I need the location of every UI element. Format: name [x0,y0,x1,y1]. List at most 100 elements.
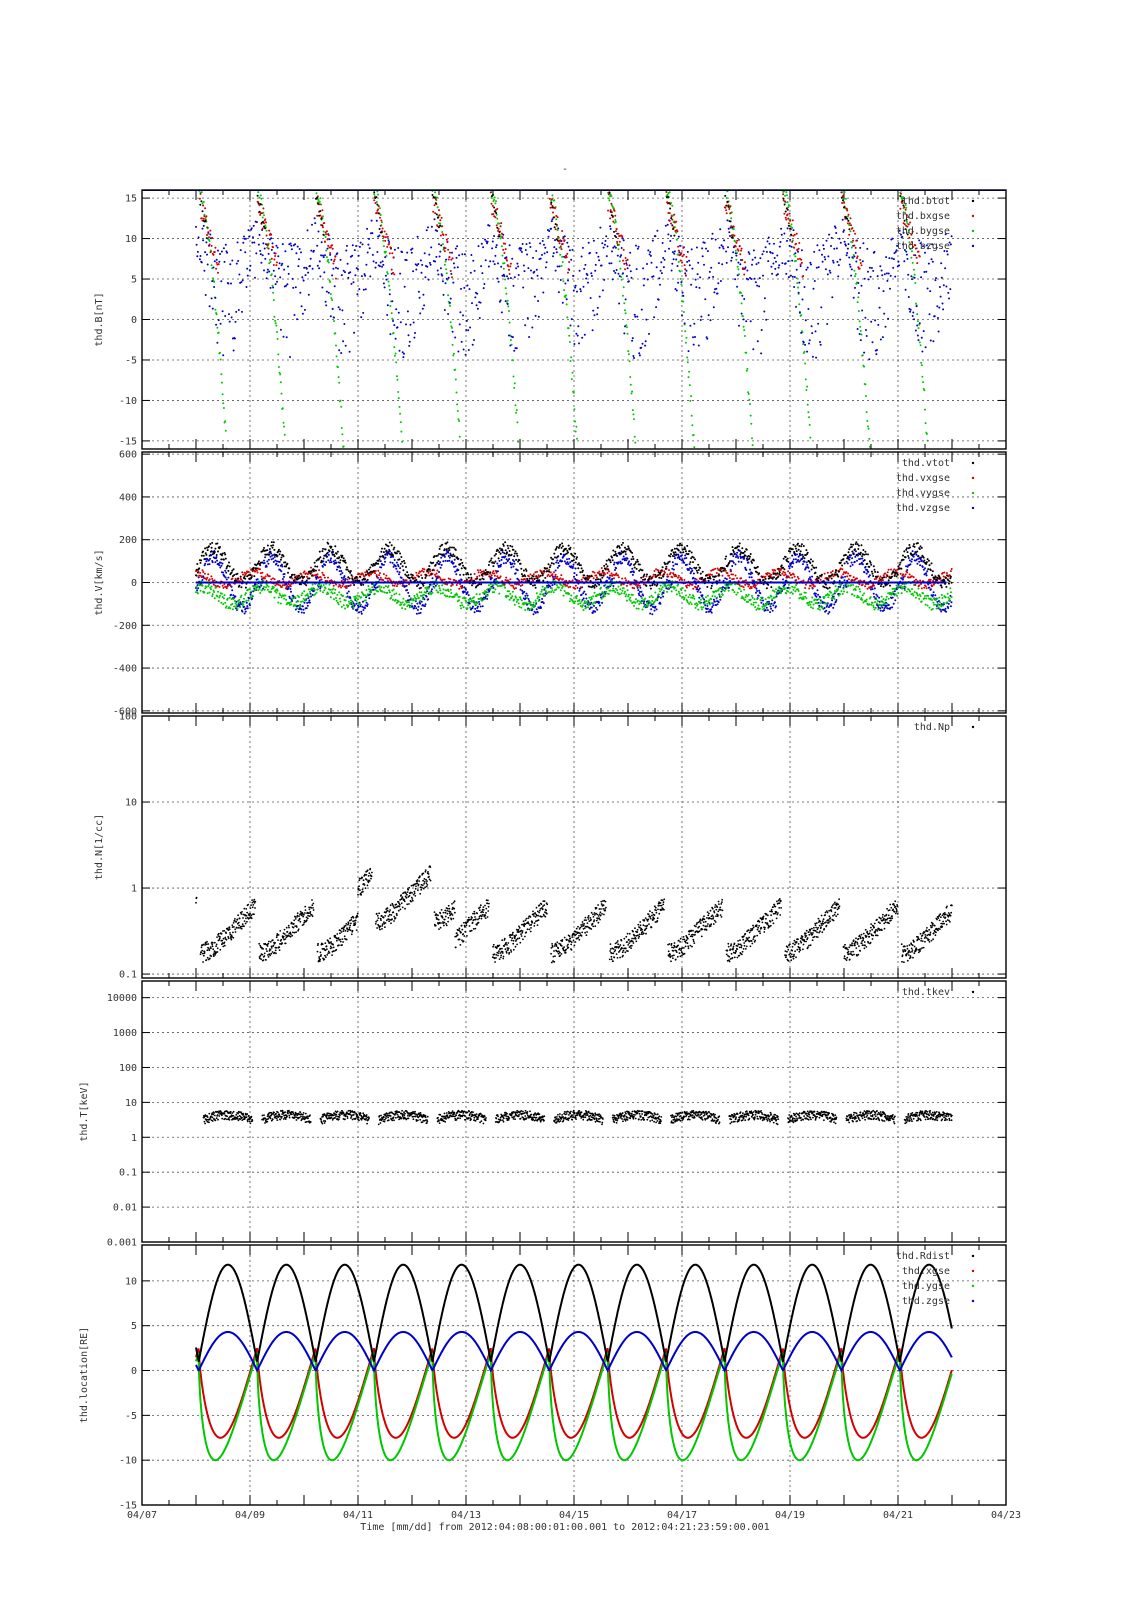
data-point [777,266,780,269]
data-point [709,319,712,322]
data-point [871,588,874,591]
data-point [347,604,350,607]
data-point [649,251,652,253]
data-point [641,608,644,611]
data-point [554,207,556,210]
data-point [212,253,215,256]
data-point [808,423,811,426]
data-point [506,275,508,278]
data-point [266,268,269,271]
data-point [445,277,448,280]
data-point [857,292,860,294]
data-point [454,247,457,250]
data-point [568,334,571,337]
data-point [483,598,486,601]
data-point [224,420,227,423]
data-point [765,606,768,609]
legend-label: thd.bxgse [896,211,950,222]
data-point [199,589,202,592]
data-point [924,346,927,349]
data-point [602,591,605,594]
data-point [855,239,858,242]
data-point [914,282,917,284]
data-point [259,253,262,256]
data-point [767,236,770,239]
data-point [279,328,282,331]
data-point [595,606,598,609]
data-point [203,591,206,594]
data-point [411,247,414,250]
data-point [778,585,781,588]
data-point [211,595,214,598]
data-point [721,263,724,266]
data-point [458,595,461,598]
data-point [628,560,631,563]
data-point [718,246,721,249]
data-point [215,261,218,264]
data-point [792,558,795,561]
data-point [417,263,420,265]
data-point [436,196,439,199]
data-point [827,255,830,258]
data-point [535,592,538,595]
data-point [380,566,383,569]
data-point [623,592,626,595]
data-point [843,229,845,232]
data-point [596,313,599,316]
data-point [224,315,227,317]
data-point [438,209,440,212]
data-point [643,599,646,602]
data-point [893,590,896,593]
data-point [688,593,691,596]
data-point [283,597,286,600]
data-point [342,604,345,607]
data-point [886,607,889,610]
data-point [514,572,517,575]
data-point [409,323,412,326]
data-point [233,337,236,340]
data-point [848,256,851,259]
data-point [854,589,857,591]
data-point [266,588,269,591]
data-point [415,597,418,600]
data-point [228,488,230,490]
data-point [638,352,641,355]
data-point [692,576,695,579]
data-point [247,599,250,602]
data-point [364,607,366,610]
data-point [281,407,284,410]
data-point [832,595,835,598]
data-point [640,595,642,598]
data-point [251,594,254,597]
data-point [512,284,515,287]
data-point [235,607,237,610]
data-point [217,600,220,602]
data-point [329,315,332,318]
data-point [747,561,750,564]
data-point [430,590,433,593]
data-point [438,587,441,590]
data-point [792,588,795,591]
data-point [574,600,577,603]
data-point [731,560,734,563]
data-point [552,591,555,594]
data-point [638,354,641,357]
data-point [574,286,577,289]
data-point [245,607,248,610]
data-point [863,351,866,354]
data-point [784,194,786,197]
data-point [752,603,755,606]
y-tick-label: -600 [113,706,137,717]
data-point [257,191,260,194]
data-point [391,317,394,320]
data-point [798,281,801,284]
legend-label: thd.bygse [896,226,950,237]
data-point [519,596,521,599]
data-point [520,599,523,602]
data-point [288,595,291,598]
data-point [240,281,243,284]
data-point [573,602,576,605]
data-point [430,225,433,228]
data-point [768,242,771,245]
data-point [208,243,211,246]
